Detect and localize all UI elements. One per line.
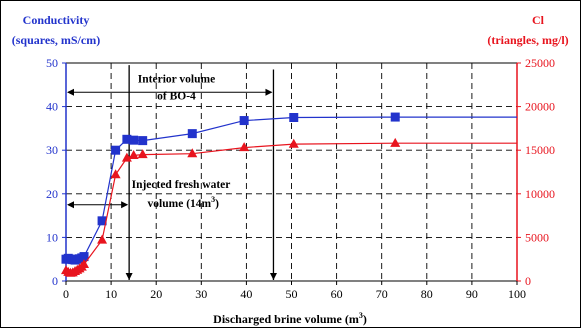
interior-volume-label-line1: Interior volume (138, 74, 215, 86)
x-axis-tick-label: 0 (63, 287, 69, 301)
chloride-point (288, 138, 299, 148)
chloride-point (239, 142, 250, 152)
left-axis-tick-label: 10 (46, 230, 58, 244)
chloride-point (187, 148, 198, 158)
x-axis-tick-label: 20 (150, 287, 162, 301)
left-axis-tick-label: 30 (46, 143, 58, 157)
conductivity-point (111, 145, 121, 155)
left-axis-tick-label: 20 (46, 187, 58, 201)
right-axis-title-line2: (triangles, mg/l) (487, 33, 568, 47)
right-axis-tick-label: 10000 (525, 187, 555, 201)
conductivity-point (390, 112, 400, 122)
left-axis-title-line1: Conductivity (23, 13, 90, 27)
right-axis-tick-label: 5000 (525, 230, 549, 244)
conductivity-point (129, 135, 139, 145)
right-axis-title-line1: Cl (532, 13, 545, 27)
x-axis-tick-label: 10 (105, 287, 117, 301)
interior-volume-label-line2: of BO-4 (157, 91, 196, 103)
injected-volume-label-line2: volume (14m3) (148, 195, 220, 210)
interior-volume-arrowhead-right (265, 88, 273, 96)
injected-volume-label-line1: Injected fresh water (132, 179, 231, 191)
right-axis-tick-label: 25000 (525, 56, 555, 70)
x-axis-title: Discharged brine volume (m3) (213, 311, 367, 326)
right-axis-tick-label: 15000 (525, 143, 555, 157)
conductivity-point (187, 129, 197, 139)
x-axis-title-sup: 3 (359, 311, 363, 320)
right-axis-tick-label: 20000 (525, 100, 555, 114)
conductivity-point (138, 136, 148, 146)
x-axis-tick-label: 30 (195, 287, 207, 301)
left-axis-tick-label: 50 (46, 56, 58, 70)
x-axis-tick-label: 50 (286, 287, 298, 301)
x-axis-tick-label: 80 (421, 287, 433, 301)
left-axis-tick-label: 0 (52, 274, 58, 288)
x-axis-tick-label: 90 (466, 287, 478, 301)
injected-volume-label-sup: 3 (211, 195, 215, 204)
plot-area: 0 10 20 30 40 50 0 5000 10000 15000 20000 25000 0 10 2… (46, 56, 555, 301)
conductivity-point (79, 252, 89, 262)
interior-volume-arrowhead-left (67, 88, 74, 96)
chloride-point (137, 149, 148, 159)
chloride-point (110, 169, 121, 179)
x-axis-tick-label: 40 (240, 287, 252, 301)
x-axis-tick-label: 70 (376, 287, 388, 301)
x-axis-tick-label: 100 (508, 287, 526, 301)
interior-volume-marker-arrowhead (269, 273, 277, 280)
conductivity-point (122, 134, 132, 144)
conductivity-point (239, 116, 249, 126)
left-axis-title-line2: (squares, mS/cm) (12, 33, 100, 47)
chloride-point (79, 259, 90, 269)
conductivity-point (289, 113, 299, 122)
x-axis-tick-label: 60 (331, 287, 343, 301)
chloride-point (128, 150, 139, 160)
x-axis-title-base: Discharged brine volume (m (213, 312, 359, 326)
right-axis-tick-label: 0 (525, 274, 531, 288)
chloride-point (97, 234, 108, 244)
chloride-point (121, 152, 132, 162)
injected-volume-arrowhead-left (67, 201, 74, 209)
injected-volume-arrowhead-right (121, 201, 129, 209)
left-axis-tick-label: 40 (46, 100, 58, 114)
x-axis-title-close: ) (363, 312, 367, 326)
conductivity-point (97, 216, 107, 226)
injected-volume-label-close: ) (215, 198, 219, 210)
injected-volume-marker-arrowhead (125, 273, 133, 280)
chloride-point (390, 137, 401, 147)
injected-volume-label-base: volume (14m (148, 198, 212, 210)
